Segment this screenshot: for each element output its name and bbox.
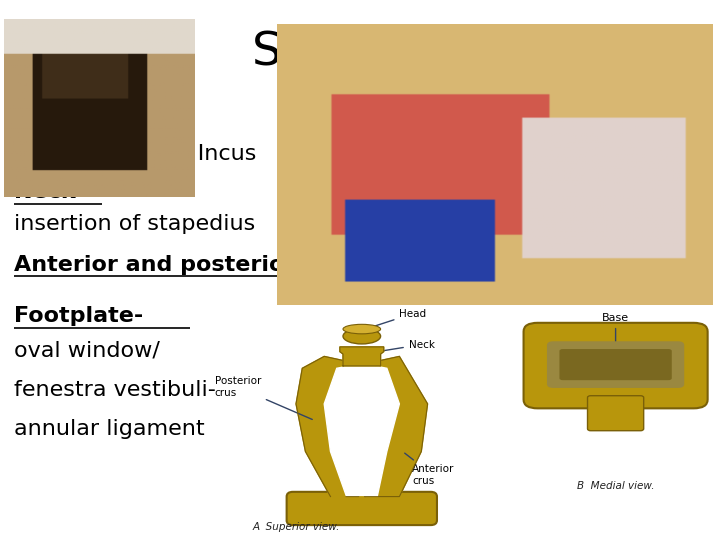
Text: fenestra vestibuli-: fenestra vestibuli-: [14, 380, 216, 400]
Text: B  Medial view.: B Medial view.: [577, 481, 654, 491]
FancyBboxPatch shape: [559, 349, 672, 380]
Polygon shape: [340, 347, 384, 366]
Text: Neck: Neck: [380, 340, 435, 351]
FancyBboxPatch shape: [547, 341, 684, 388]
Text: Stapes-stirrup: Stapes-stirrup: [251, 30, 584, 75]
Text: oval window/: oval window/: [14, 341, 161, 361]
Text: insertion of stapedius: insertion of stapedius: [14, 214, 256, 234]
Text: Base: Base: [602, 313, 629, 368]
Text: Head: Head: [364, 309, 426, 329]
Text: annular ligament: annular ligament: [14, 419, 205, 440]
Text: Anterior and posterior crus-: Anterior and posterior crus-: [14, 254, 366, 275]
Text: Footplate-: Footplate-: [14, 306, 144, 326]
Polygon shape: [365, 356, 428, 497]
Polygon shape: [296, 356, 359, 497]
Ellipse shape: [343, 325, 381, 334]
FancyBboxPatch shape: [287, 492, 437, 525]
Text: A  Superior view.: A Superior view.: [252, 522, 340, 532]
Ellipse shape: [343, 328, 381, 344]
Text: long process of Incus: long process of Incus: [14, 144, 257, 164]
FancyBboxPatch shape: [523, 323, 708, 408]
FancyBboxPatch shape: [588, 396, 644, 431]
Text: Head-: Head-: [14, 111, 89, 132]
Text: Neck-: Neck-: [14, 181, 86, 202]
Text: Anterior
crus: Anterior crus: [405, 453, 454, 486]
Polygon shape: [324, 363, 400, 495]
Text: Posterior
crus: Posterior crus: [215, 376, 312, 420]
